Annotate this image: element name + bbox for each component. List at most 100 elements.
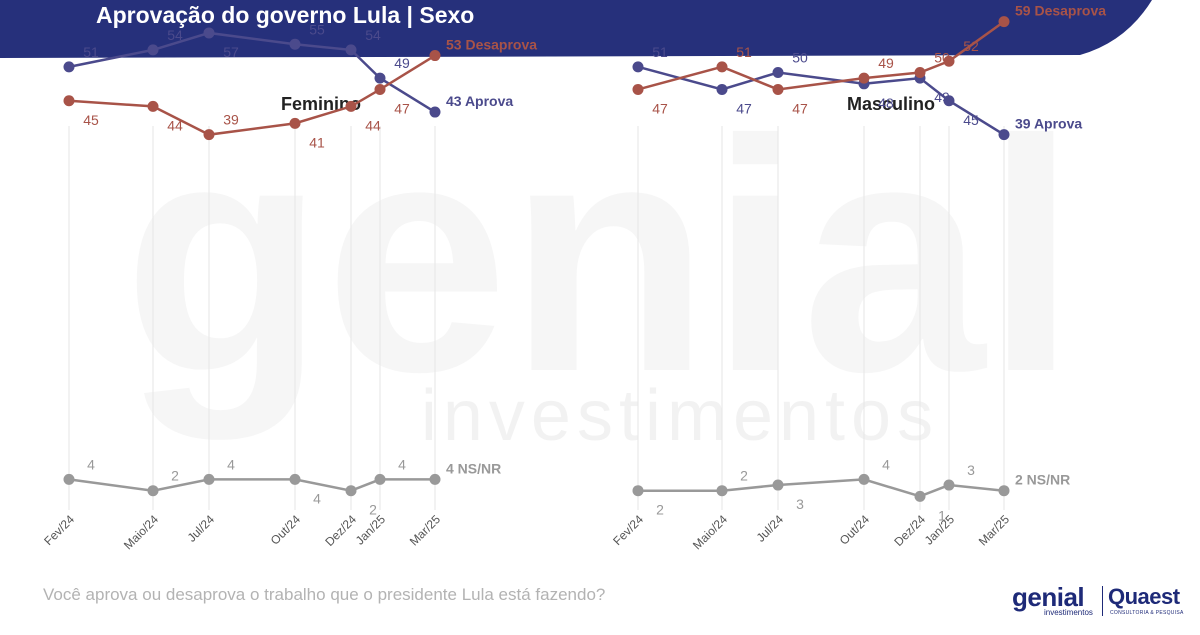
data-label-masculino-aprova-dez-24: 49 [934, 89, 950, 105]
end-label-feminino-nsnr: 4 NS/NR [446, 460, 501, 476]
data-point-masculino-desaprova-jul-24 [772, 83, 784, 95]
data-point-feminino-aprova-mar-25 [429, 106, 441, 118]
x-tick-label-masculino-fev-24: Fev/24 [610, 512, 646, 548]
data-point-masculino-nsnr-mar-25 [998, 485, 1010, 497]
data-point-feminino-nsnr-jan-25 [374, 473, 386, 485]
data-point-feminino-desaprova-mar-25 [429, 50, 441, 62]
x-tick-label-masculino-dez-24: Dez/24 [891, 512, 928, 549]
data-point-masculino-desaprova-maio-24 [716, 61, 728, 73]
data-label-masculino-aprova-jul-24: 50 [792, 50, 808, 66]
data-label-feminino-aprova-fev-24: 51 [83, 44, 99, 60]
data-label-feminino-desaprova-jul-24: 39 [223, 112, 239, 128]
data-point-feminino-desaprova-jan-25 [374, 83, 386, 95]
page-title: Aprovação do governo Lula | Sexo [96, 2, 475, 28]
data-label-feminino-nsnr-maio-24: 2 [171, 468, 179, 484]
data-label-feminino-nsnr-fev-24: 4 [87, 456, 95, 472]
data-label-masculino-aprova-maio-24: 47 [736, 100, 752, 116]
data-label-masculino-nsnr-jan-25: 3 [967, 462, 975, 478]
data-label-feminino-nsnr-out-24: 4 [313, 490, 321, 506]
genial-logo-subtitle: investimentos [1044, 608, 1093, 617]
data-point-feminino-desaprova-dez-24 [345, 100, 357, 112]
x-tick-label-masculino-mar-25: Mar/25 [976, 512, 1013, 549]
data-label-feminino-aprova-jan-25: 49 [394, 55, 410, 71]
data-label-masculino-nsnr-fev-24: 2 [656, 502, 664, 518]
data-point-feminino-desaprova-jul-24 [203, 129, 215, 141]
data-point-masculino-aprova-jul-24 [772, 67, 784, 78]
data-label-feminino-aprova-maio-24: 54 [167, 27, 183, 43]
data-point-feminino-desaprova-fev-24 [63, 95, 75, 107]
data-point-masculino-desaprova-fev-24 [632, 83, 644, 95]
data-point-feminino-aprova-out-24 [289, 38, 301, 50]
end-label-masculino-nsnr: 2 NS/NR [1015, 472, 1070, 488]
data-label-feminino-nsnr-dez-24: 2 [369, 502, 377, 518]
data-label-masculino-desaprova-maio-24: 51 [736, 44, 752, 60]
genial-logo: genial [1012, 582, 1085, 612]
data-point-masculino-nsnr-out-24 [858, 473, 870, 485]
series-line-feminino-aprova [68, 31, 436, 114]
data-point-masculino-desaprova-dez-24 [914, 67, 926, 78]
data-label-masculino-aprova-jan-25: 45 [963, 112, 979, 128]
x-tick-label-masculino-maio-24: Maio/24 [690, 512, 730, 552]
data-point-feminino-nsnr-maio-24 [147, 485, 159, 497]
data-label-masculino-nsnr-dez-24: 1 [938, 507, 946, 523]
x-tick-label-masculino-jul-24: Jul/24 [754, 512, 787, 545]
data-point-masculino-nsnr-jul-24 [772, 479, 784, 491]
data-point-masculino-desaprova-out-24 [858, 72, 870, 84]
data-point-masculino-aprova-maio-24 [716, 83, 728, 95]
x-tick-label-feminino-out-24: Out/24 [268, 512, 304, 548]
data-point-masculino-nsnr-jan-25 [943, 479, 955, 491]
end-label-masculino-desaprova: 59 Desaprova [1015, 3, 1106, 19]
data-label-feminino-aprova-dez-24: 54 [365, 27, 381, 43]
logo-divider [1102, 586, 1103, 616]
survey-question: Você aprova ou desaprova o trabalho que … [43, 585, 606, 604]
quaest-logo-subtitle: CONSULTORIA & PESQUISA [1110, 610, 1184, 616]
data-label-feminino-desaprova-fev-24: 45 [83, 112, 99, 128]
data-point-feminino-nsnr-mar-25 [429, 473, 441, 485]
data-point-feminino-aprova-fev-24 [63, 61, 75, 73]
data-point-feminino-nsnr-fev-24 [63, 473, 75, 485]
data-point-masculino-nsnr-fev-24 [632, 485, 644, 497]
data-point-feminino-aprova-jul-24 [203, 27, 215, 39]
data-point-feminino-nsnr-out-24 [289, 473, 301, 485]
data-point-feminino-nsnr-dez-24 [345, 485, 357, 497]
x-tick-label-masculino-out-24: Out/24 [837, 512, 873, 548]
data-label-feminino-desaprova-maio-24: 44 [167, 117, 183, 133]
data-label-feminino-desaprova-out-24: 41 [309, 134, 325, 150]
data-point-masculino-aprova-mar-25 [998, 129, 1010, 141]
x-tick-label-feminino-jul-24: Jul/24 [185, 512, 218, 545]
data-point-masculino-aprova-jan-25 [943, 95, 955, 107]
data-point-masculino-desaprova-mar-25 [998, 16, 1010, 28]
data-label-feminino-nsnr-jan-25: 4 [398, 456, 406, 472]
chart-title-masculino: Masculino [847, 94, 935, 114]
data-label-masculino-nsnr-jul-24: 3 [796, 496, 804, 512]
data-label-masculino-desaprova-jul-24: 47 [792, 100, 808, 116]
data-point-masculino-aprova-fev-24 [632, 61, 644, 73]
data-point-feminino-aprova-maio-24 [147, 44, 159, 56]
data-point-masculino-nsnr-dez-24 [914, 490, 926, 502]
x-tick-label-feminino-fev-24: Fev/24 [41, 512, 77, 548]
data-point-feminino-desaprova-maio-24 [147, 100, 159, 112]
data-point-masculino-desaprova-jan-25 [943, 55, 955, 67]
data-label-feminino-desaprova-dez-24: 44 [365, 117, 381, 133]
data-label-masculino-nsnr-maio-24: 2 [740, 468, 748, 484]
data-label-masculino-desaprova-dez-24: 50 [934, 50, 950, 66]
data-point-masculino-nsnr-maio-24 [716, 485, 728, 497]
data-label-masculino-aprova-out-24: 48 [878, 95, 894, 111]
quaest-logo: Quaest [1108, 584, 1180, 609]
data-label-feminino-nsnr-jul-24: 4 [227, 456, 235, 472]
x-tick-label-feminino-maio-24: Maio/24 [121, 512, 161, 552]
data-label-masculino-nsnr-out-24: 4 [882, 456, 890, 472]
data-point-feminino-aprova-dez-24 [345, 44, 357, 56]
data-label-masculino-desaprova-fev-24: 47 [652, 100, 668, 116]
x-tick-label-feminino-dez-24: Dez/24 [322, 512, 359, 549]
x-tick-label-feminino-mar-25: Mar/25 [407, 512, 444, 549]
data-label-feminino-desaprova-jan-25: 47 [394, 100, 410, 116]
logos: genial investimentos Quaest CONSULTORIA … [1010, 582, 1190, 622]
data-label-feminino-aprova-out-24: 55 [309, 21, 325, 37]
data-point-feminino-aprova-jan-25 [374, 72, 386, 84]
data-label-masculino-desaprova-out-24: 49 [878, 55, 894, 71]
end-label-masculino-aprova: 39 Aprova [1015, 116, 1082, 132]
data-label-masculino-aprova-fev-24: 51 [652, 44, 668, 60]
data-label-masculino-desaprova-jan-25: 52 [963, 38, 979, 54]
